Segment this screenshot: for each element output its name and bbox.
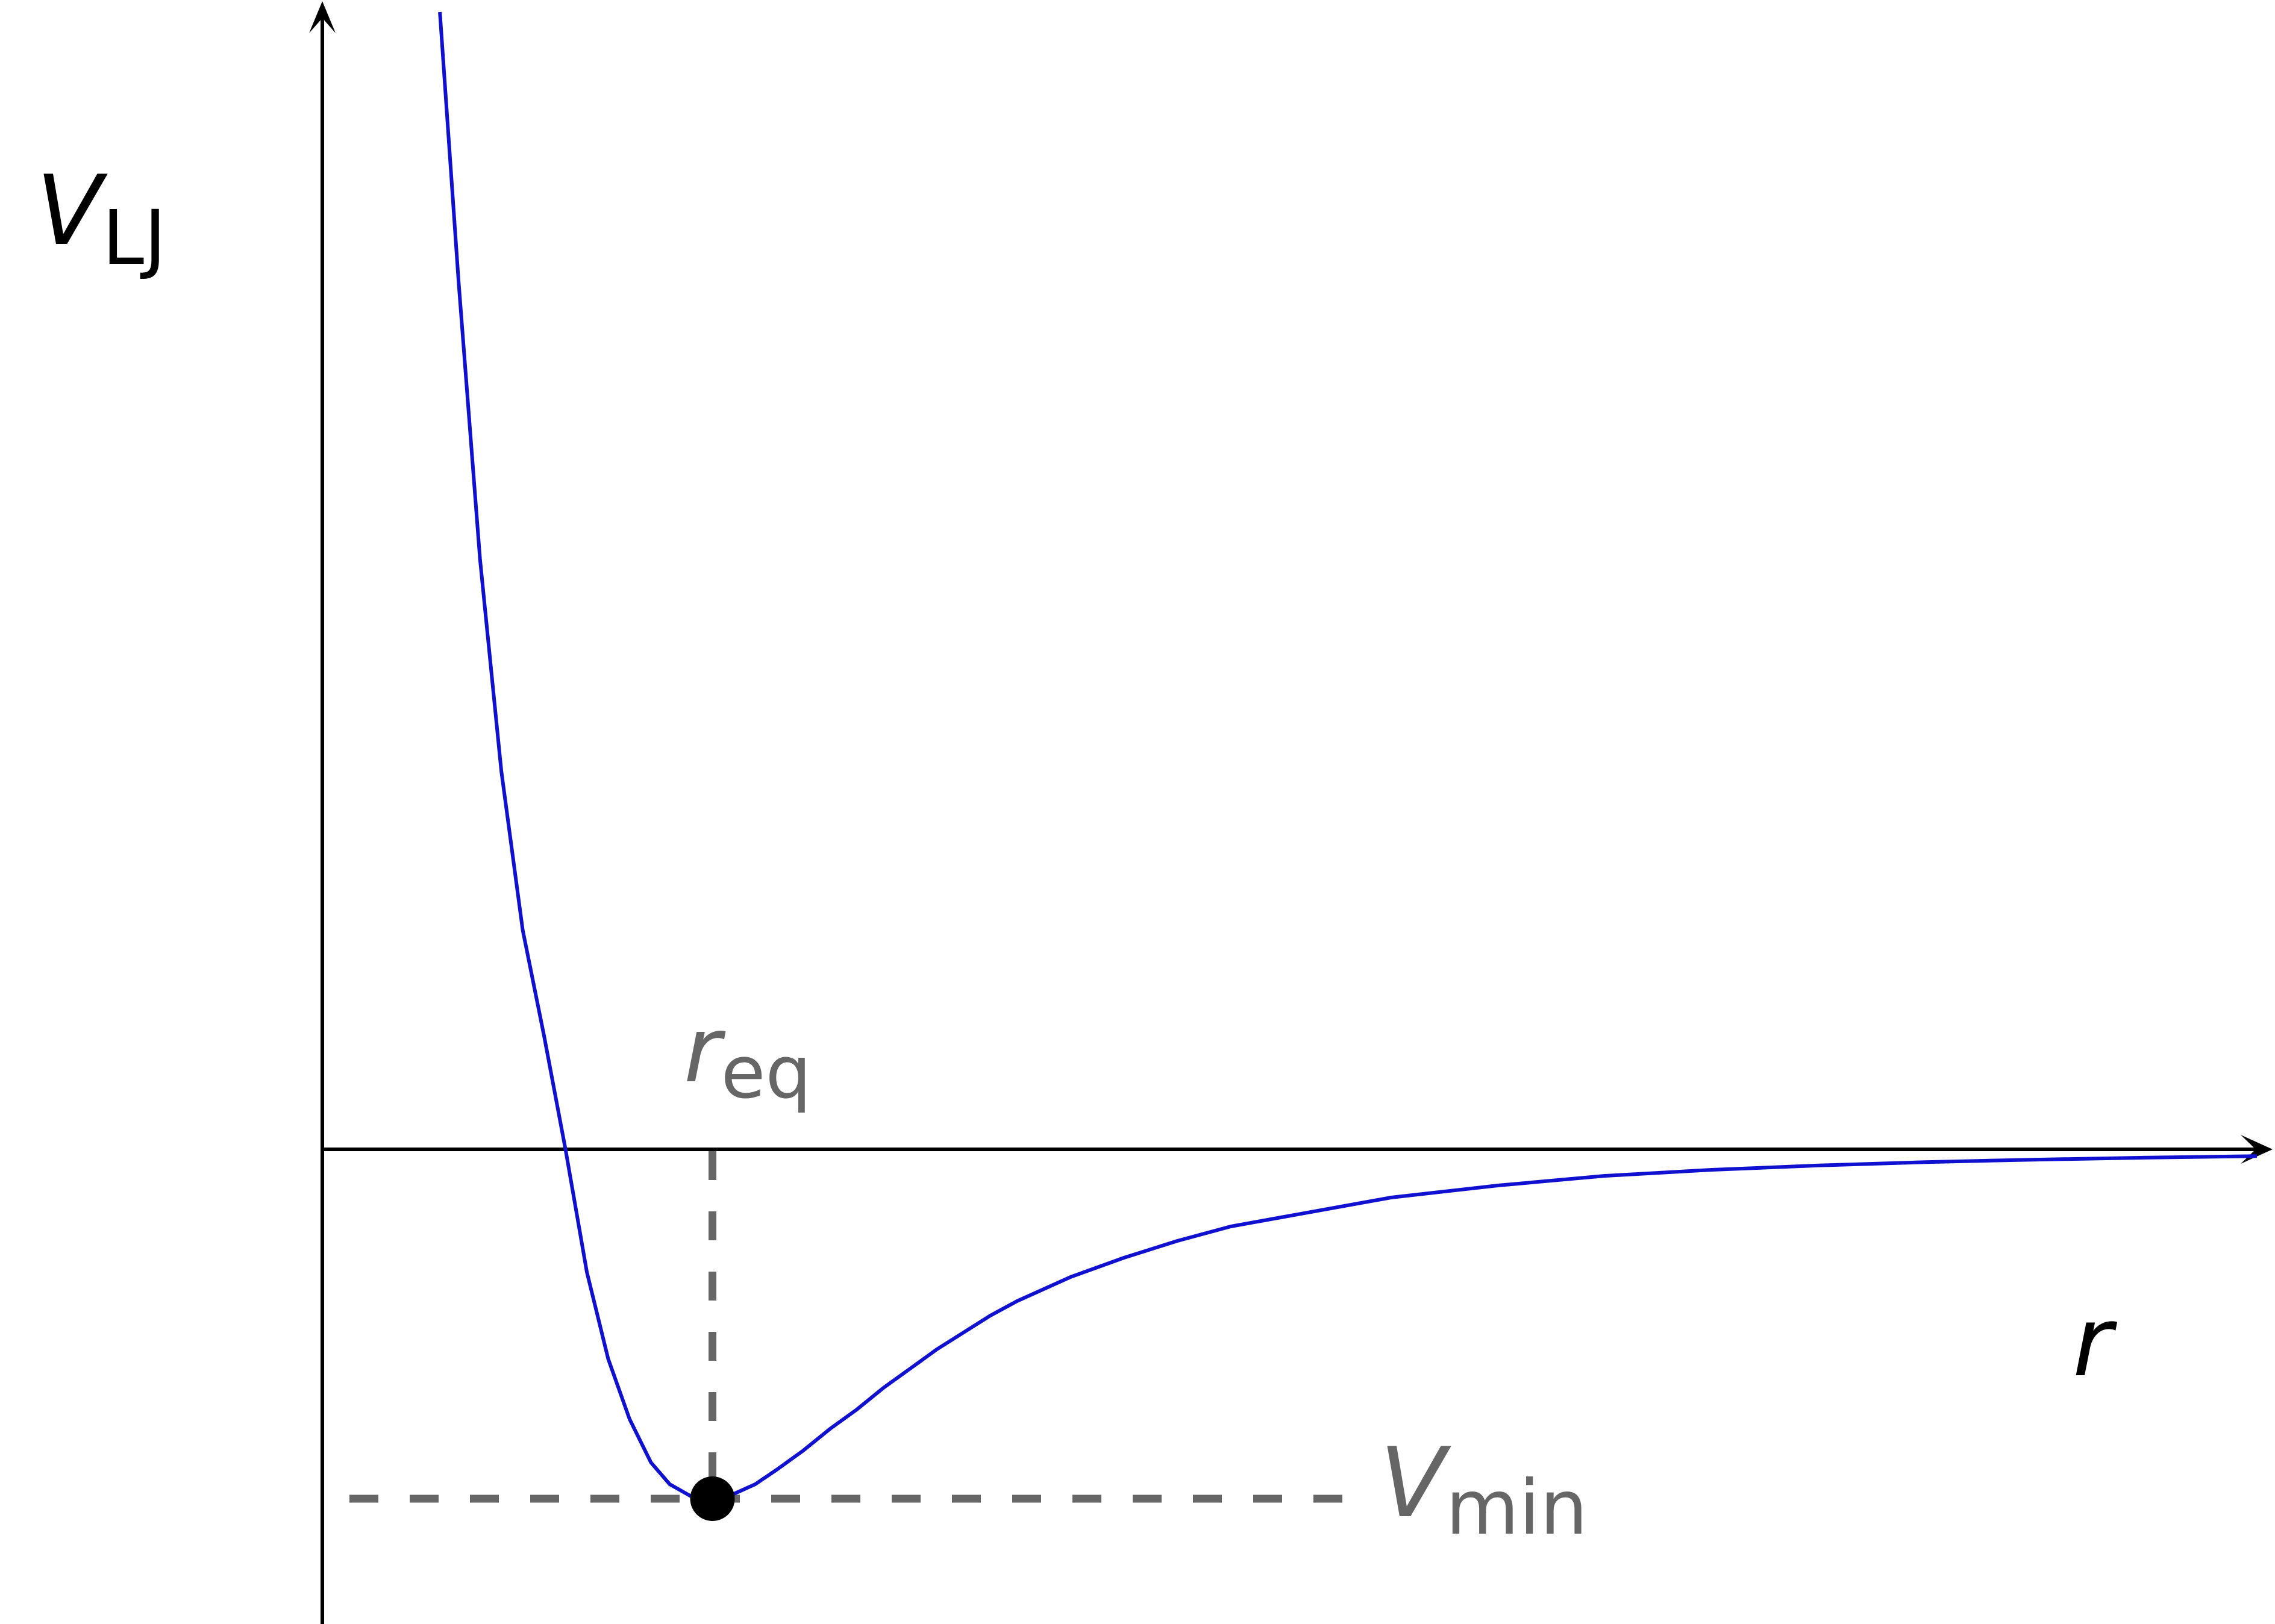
min-point-marker [690, 1476, 735, 1521]
r-eq-label: req [684, 998, 812, 1115]
v-min-label: Vmin [1380, 1426, 1588, 1552]
series-line-lj-potential [438, 11, 2257, 1501]
r-eq-label-sub: eq [721, 1031, 812, 1115]
y-axis-arrowhead [309, 1, 336, 33]
y-axis-label-main: V [36, 154, 108, 267]
r-eq-label-main: r [684, 998, 726, 1103]
x-axis-label: r [2073, 1285, 2118, 1398]
v-min-label-main: V [1380, 1426, 1451, 1539]
v-min-label-sub: min [1445, 1464, 1588, 1552]
y-axis-label-sub: LJ [102, 195, 166, 282]
y-axis-label: VLJ [36, 154, 166, 282]
